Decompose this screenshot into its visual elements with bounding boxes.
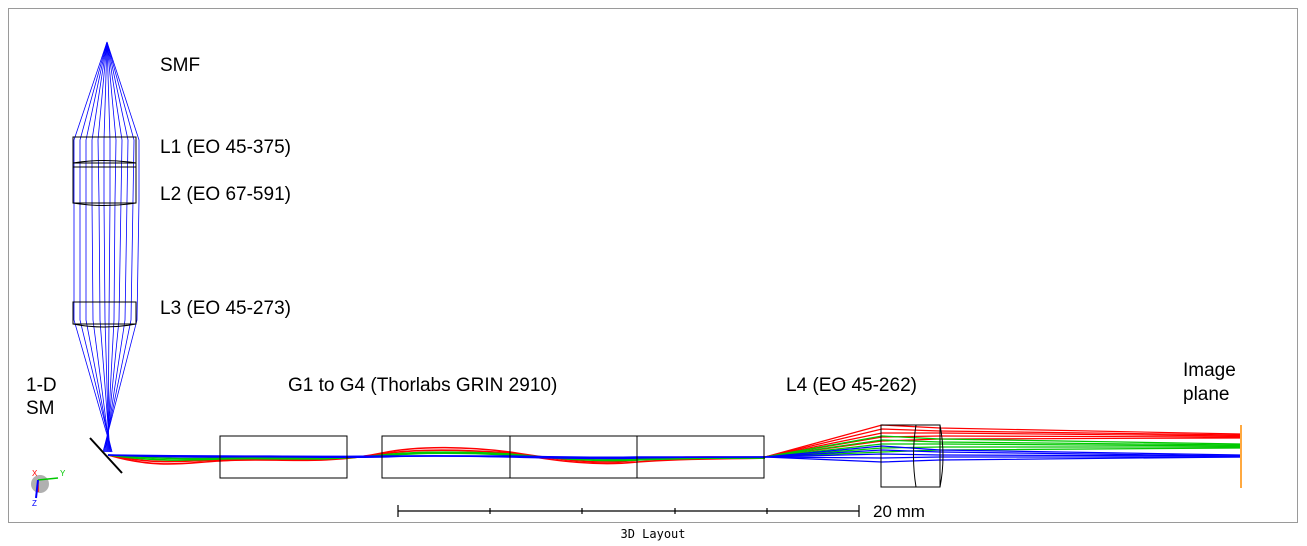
label-sm-line1: 1-D <box>26 375 57 396</box>
vertical-ray-fan <box>73 41 140 453</box>
label-image-line2: plane <box>1183 384 1230 405</box>
axis-z-label: Z <box>32 499 37 508</box>
scale-bar <box>397 505 860 517</box>
grin-ray-bundle <box>107 446 766 465</box>
output-ray-fan <box>764 424 1241 463</box>
axis-y-label: Y <box>60 469 66 478</box>
label-grin: G1 to G4 (Thorlabs GRIN 2910) <box>288 375 557 396</box>
footer-bar: 3D Layout <box>8 522 1298 546</box>
label-l1: L1 (EO 45-375) <box>160 137 291 158</box>
lens-l1-l2 <box>72 136 137 206</box>
label-image-line1: Image <box>1183 360 1236 381</box>
label-l3: L3 (EO 45-273) <box>160 298 291 319</box>
label-l4: L4 (EO 45-262) <box>786 375 917 396</box>
scale-bar-label: 20 mm <box>873 502 925 521</box>
lens-l4 <box>880 424 944 488</box>
label-sm-line2: SM <box>26 398 55 419</box>
footer-title: 3D Layout <box>620 527 686 541</box>
label-l2: L2 (EO 67-591) <box>160 184 291 205</box>
grin-rods <box>219 435 765 479</box>
axis-triad: X Y Z <box>31 469 66 508</box>
axis-x-label: X <box>32 469 38 478</box>
layout-frame <box>8 8 1298 522</box>
fold-mirror <box>89 437 123 474</box>
layout-diagram: SMF L1 (EO 45-375) L2 (EO 67-591) L3 (EO… <box>26 41 1242 521</box>
label-smf: SMF <box>160 55 200 76</box>
lens-l3 <box>72 301 137 328</box>
